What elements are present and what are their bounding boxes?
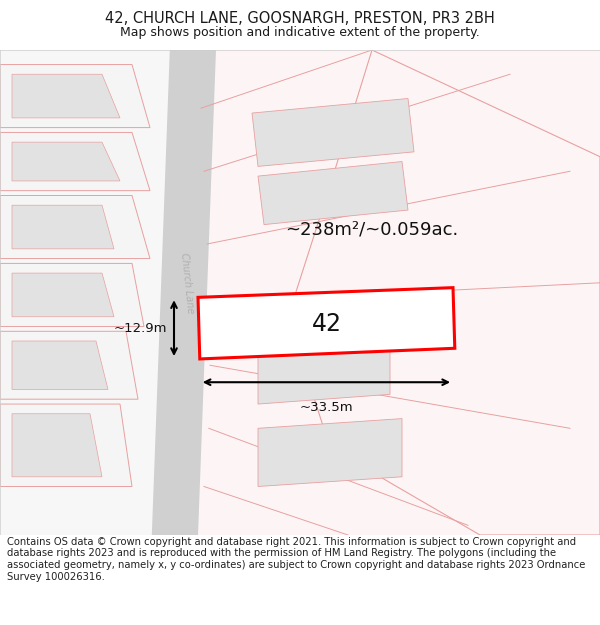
Polygon shape bbox=[198, 288, 455, 359]
Text: Church Lane: Church Lane bbox=[179, 252, 196, 314]
Text: ~33.5m: ~33.5m bbox=[299, 401, 353, 414]
Polygon shape bbox=[12, 414, 102, 477]
Polygon shape bbox=[252, 99, 414, 166]
Text: 42: 42 bbox=[312, 312, 342, 336]
Polygon shape bbox=[258, 161, 408, 224]
Polygon shape bbox=[12, 273, 114, 317]
Polygon shape bbox=[258, 295, 372, 336]
Polygon shape bbox=[0, 132, 150, 191]
Polygon shape bbox=[0, 196, 150, 259]
Text: Map shows position and indicative extent of the property.: Map shows position and indicative extent… bbox=[120, 26, 480, 39]
Polygon shape bbox=[258, 346, 390, 404]
Text: Contains OS data © Crown copyright and database right 2021. This information is : Contains OS data © Crown copyright and d… bbox=[7, 537, 586, 582]
Polygon shape bbox=[0, 263, 144, 326]
Polygon shape bbox=[12, 205, 114, 249]
Polygon shape bbox=[288, 50, 600, 535]
Polygon shape bbox=[12, 341, 108, 389]
Polygon shape bbox=[12, 74, 120, 118]
Text: ~12.9m: ~12.9m bbox=[113, 322, 167, 334]
Text: ~238m²/~0.059ac.: ~238m²/~0.059ac. bbox=[286, 221, 458, 239]
Polygon shape bbox=[0, 404, 132, 486]
Polygon shape bbox=[152, 50, 216, 535]
Polygon shape bbox=[0, 331, 138, 399]
Text: 42, CHURCH LANE, GOOSNARGH, PRESTON, PR3 2BH: 42, CHURCH LANE, GOOSNARGH, PRESTON, PR3… bbox=[105, 11, 495, 26]
Polygon shape bbox=[198, 50, 600, 535]
Polygon shape bbox=[12, 142, 120, 181]
Polygon shape bbox=[0, 64, 150, 128]
Polygon shape bbox=[258, 419, 402, 486]
